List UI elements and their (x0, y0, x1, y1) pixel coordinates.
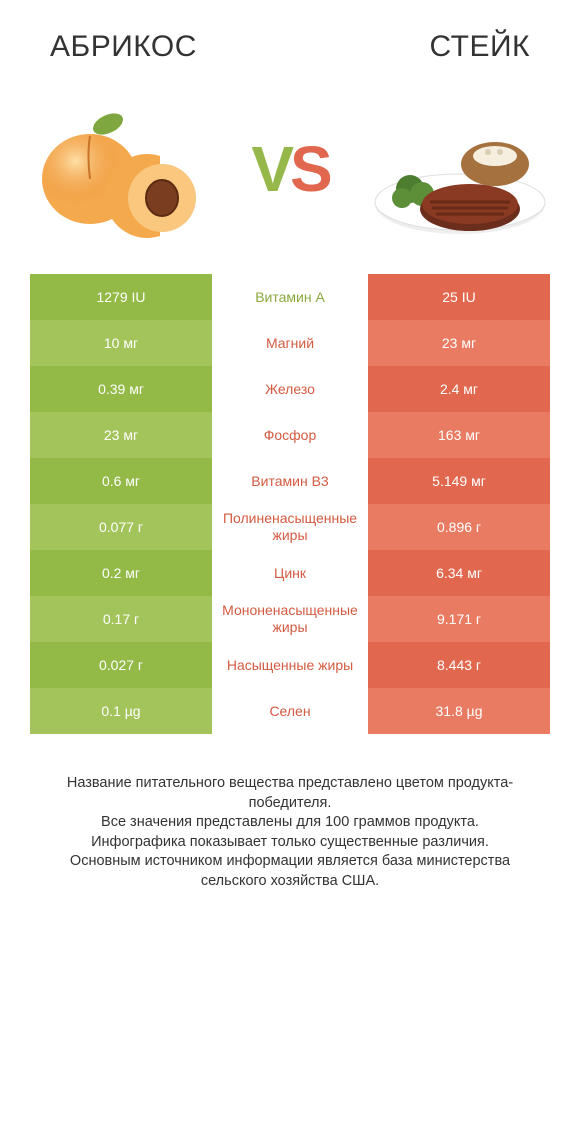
value-right: 25 IU (368, 274, 550, 320)
footer-line: Инфографика показывает только существенн… (40, 833, 540, 853)
table-row: 0.39 мгЖелезо2.4 мг (30, 366, 550, 412)
value-right: 6.34 мг (368, 550, 550, 596)
nutrient-label: Мононенасыщенные жиры (212, 596, 368, 642)
value-right: 9.171 г (368, 596, 550, 642)
value-right: 23 мг (368, 320, 550, 366)
value-left: 0.077 г (30, 504, 212, 550)
table-row: 0.077 гПолиненасыщенные жиры0.896 г (30, 504, 550, 550)
nutrient-label: Витамин B3 (212, 458, 368, 504)
title-left: АБРИКОС (50, 30, 197, 64)
value-right: 31.8 µg (368, 688, 550, 734)
nutrient-label: Полиненасыщенные жиры (212, 504, 368, 550)
nutrient-label: Железо (212, 366, 368, 412)
table-row: 1279 IUВитамин A25 IU (30, 274, 550, 320)
value-right: 163 мг (368, 412, 550, 458)
nutrient-label: Витамин A (212, 274, 368, 320)
footer-line: Все значения представлены для 100 граммо… (40, 813, 540, 833)
table-row: 0.6 мгВитамин B35.149 мг (30, 458, 550, 504)
value-right: 8.443 г (368, 642, 550, 688)
value-left: 0.6 мг (30, 458, 212, 504)
value-right: 5.149 мг (368, 458, 550, 504)
nutrient-label: Магний (212, 320, 368, 366)
table-row: 0.2 мгЦинк6.34 мг (30, 550, 550, 596)
value-left: 0.1 µg (30, 688, 212, 734)
table-row: 23 мгФосфор163 мг (30, 412, 550, 458)
steak-image (370, 94, 550, 244)
table-row: 0.027 гНасыщенные жиры8.443 г (30, 642, 550, 688)
value-right: 0.896 г (368, 504, 550, 550)
value-left: 10 мг (30, 320, 212, 366)
hero-row: VS (30, 74, 550, 274)
value-left: 0.027 г (30, 642, 212, 688)
vs-s: S (290, 133, 329, 205)
nutrient-label: Фосфор (212, 412, 368, 458)
vs-v: V (251, 133, 290, 205)
value-left: 23 мг (30, 412, 212, 458)
footer-line: Основным источником информации является … (40, 852, 540, 891)
footer-line: Название питательного вещества представл… (40, 774, 540, 813)
value-left: 1279 IU (30, 274, 212, 320)
value-left: 0.39 мг (30, 366, 212, 412)
value-right: 2.4 мг (368, 366, 550, 412)
nutrient-label: Насыщенные жиры (212, 642, 368, 688)
table-row: 10 мгМагний23 мг (30, 320, 550, 366)
table-row: 0.1 µgСелен31.8 µg (30, 688, 550, 734)
vs-label: VS (251, 132, 328, 206)
nutrient-label: Селен (212, 688, 368, 734)
nutrient-label: Цинк (212, 550, 368, 596)
value-left: 0.17 г (30, 596, 212, 642)
apricot-image (30, 94, 210, 244)
comparison-table: 1279 IUВитамин A25 IU10 мгМагний23 мг0.3… (30, 274, 550, 734)
footer-text: Название питательного вещества представл… (30, 734, 550, 891)
title-row: АБРИКОС СТЕЙК (30, 30, 550, 74)
title-right: СТЕЙК (429, 30, 530, 64)
value-left: 0.2 мг (30, 550, 212, 596)
table-row: 0.17 гМононенасыщенные жиры9.171 г (30, 596, 550, 642)
